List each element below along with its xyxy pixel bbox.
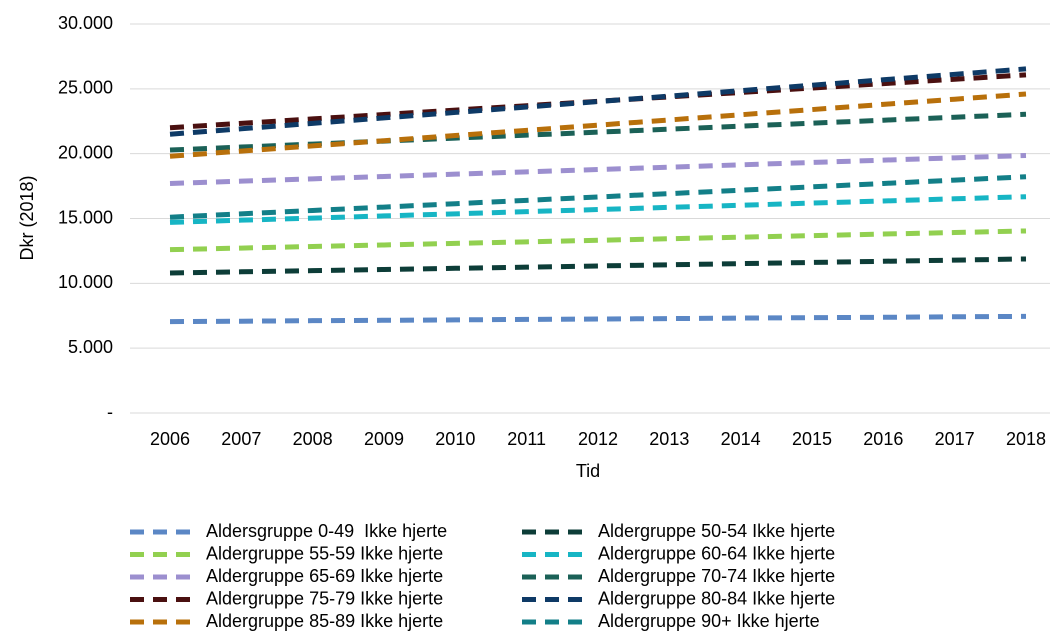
legend-label: Aldersgruppe 0-49 Ikke hjerte [206,521,447,541]
series-line [169,313,1027,325]
x-tick-label: 2013 [649,429,689,449]
x-tick-label: 2014 [721,429,761,449]
y-tick-label: - [107,402,113,422]
x-tick-label: 2011 [507,429,546,449]
series-line [169,228,1027,253]
y-tick-label: 5.000 [68,337,113,357]
x-tick-label: 2015 [792,429,832,449]
x-tick-label: 2016 [863,429,903,449]
series-line [169,72,1027,131]
y-tick-label: 20.000 [58,142,113,162]
x-tick-label: 2008 [293,429,333,449]
legend-label: Aldergruppe 70-74 Ikke hjerte [598,566,835,586]
y-tick-label: 30.000 [58,13,113,33]
x-tick-label: 2017 [935,429,975,449]
legend-label: Aldergruppe 55-59 Ikke hjerte [206,543,443,563]
legend-label: Aldergruppe 75-79 Ikke hjerte [206,588,443,608]
x-tick-label: 2009 [364,429,404,449]
x-tick-label: 2012 [578,429,618,449]
y-tick-label: 15.000 [58,207,113,227]
series-line [169,66,1027,137]
x-axis-label: Tid [576,461,600,481]
y-tick-label: 10.000 [58,272,113,292]
legend-label: Aldergruppe 80-84 Ikke hjerte [598,588,835,608]
series-line [169,152,1027,186]
series-line [169,91,1027,159]
legend-label: Aldergruppe 60-64 Ikke hjerte [598,543,835,563]
x-tick-label: 2007 [221,429,261,449]
legend-label: Aldergruppe 85-89 Ikke hjerte [206,611,443,631]
x-tick-label: 2006 [150,429,190,449]
legend-label: Aldergruppe 50-54 Ikke hjerte [598,521,835,541]
x-tick-label: 2010 [435,429,475,449]
legend-label: Aldergruppe 65-69 Ikke hjerte [206,566,443,586]
x-tick-label: 2018 [1006,429,1046,449]
legend-label: Aldergruppe 90+ Ikke hjerte [598,611,820,631]
y-axis-label: Dkr (2018) [17,175,37,260]
series-line [169,174,1027,220]
series-line [169,194,1027,225]
series-line [169,256,1027,276]
y-tick-label: 25.000 [58,78,113,98]
